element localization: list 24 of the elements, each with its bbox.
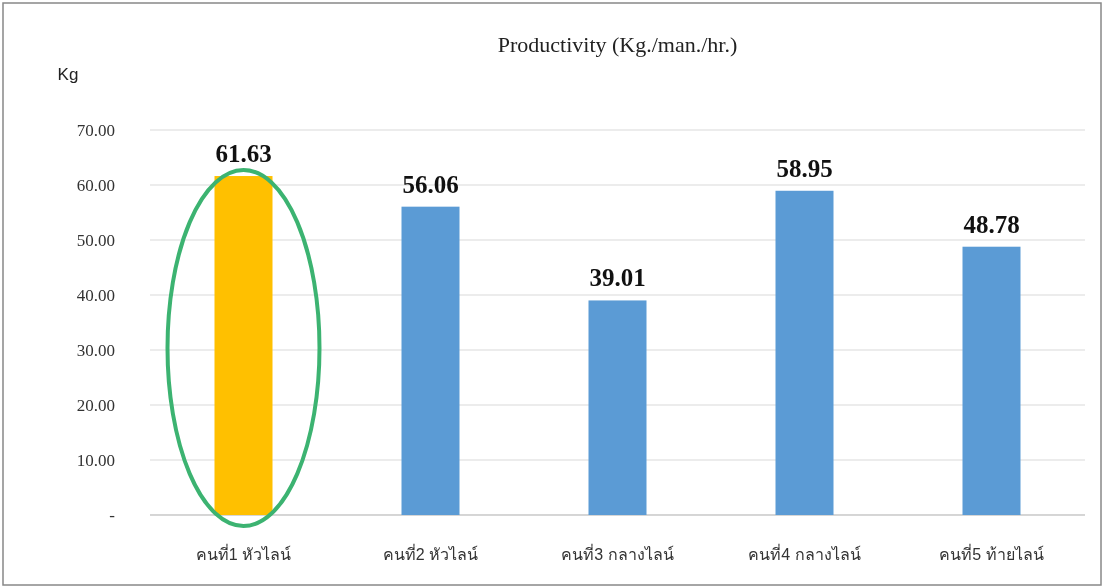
x-tick-label: คนที่2 หัวไลน์ [382, 543, 479, 563]
y-tick-label: 30.00 [76, 341, 115, 360]
y-tick-label: 40.00 [76, 286, 115, 305]
bar [962, 246, 1021, 515]
x-tick-label: คนที่1 หัวไลน์ [195, 543, 292, 563]
data-label: 56.06 [402, 170, 459, 198]
y-tick-label: 70.00 [76, 121, 115, 140]
data-label: 39.01 [589, 264, 646, 292]
x-tick-label: คนที่4 กลางไลน์ [748, 543, 861, 563]
y-axis-title: Kg [57, 65, 79, 84]
data-label: 61.63 [215, 140, 272, 168]
x-tick-label: คนที่5 ท้ายไลน์ [939, 543, 1044, 563]
y-tick-label: 10.00 [76, 451, 115, 470]
bar [588, 300, 647, 515]
y-tick-label: - [109, 506, 116, 525]
y-tick-label: 50.00 [76, 231, 115, 250]
y-tick-label: 60.00 [76, 176, 115, 195]
bar [775, 190, 834, 515]
x-tick-label: คนที่3 กลางไลน์ [561, 543, 674, 563]
y-tick-label: 20.00 [76, 396, 115, 415]
bar [401, 206, 460, 515]
chart-title: Productivity (Kg./man./hr.) [497, 32, 738, 57]
data-label: 48.78 [963, 210, 1020, 238]
data-label: 58.95 [776, 154, 833, 182]
